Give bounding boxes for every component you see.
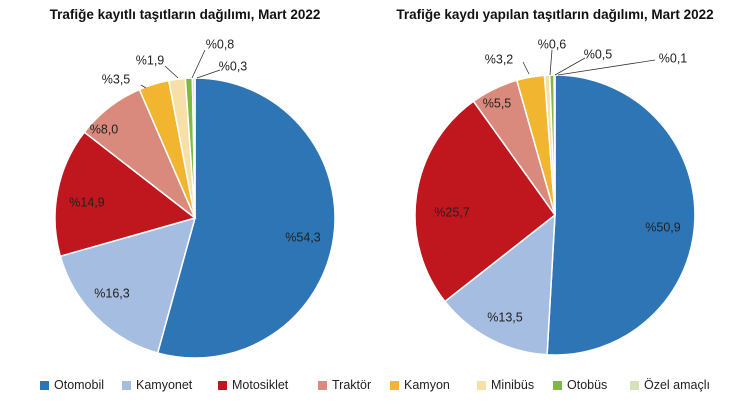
leader-line xyxy=(140,84,147,89)
pie-slice-kamyonet xyxy=(443,213,556,356)
legend-swatch xyxy=(477,380,486,390)
pie-slice-motosiklet xyxy=(54,131,197,258)
legend-item: Traktör xyxy=(318,378,371,392)
data-label: %8,0 xyxy=(90,122,119,136)
legend-label: Minibüs xyxy=(491,378,535,392)
pie-slice-kamyonet xyxy=(59,216,197,354)
data-label: %3,2 xyxy=(485,52,514,66)
pie-chart-registered: Trafiğe kayıtlı taşıtların dağılımı, Mar… xyxy=(0,0,370,372)
data-label: %0,6 xyxy=(538,37,567,51)
legend-swatch xyxy=(390,380,399,390)
pie-slice-otomobil xyxy=(156,77,336,359)
pie-slice-motosiklet xyxy=(414,100,557,303)
legend-item: Otobüs xyxy=(553,378,607,392)
legend-item: Özel amaçlı xyxy=(630,378,710,392)
data-label: %0,3 xyxy=(219,59,248,73)
data-label: %14,9 xyxy=(69,195,104,209)
legend-swatch xyxy=(40,380,49,390)
data-label: %0,8 xyxy=(206,37,235,51)
chart-title: Trafiğe kayıtlı taşıtların dağılımı, Mar… xyxy=(49,7,321,22)
data-label: %13,5 xyxy=(487,310,522,324)
leader-line xyxy=(196,69,221,79)
data-label: %25,7 xyxy=(434,205,469,219)
data-label: %0,1 xyxy=(659,51,688,65)
pie-chart-svg: %50,9 %13,5 %25,7 %5,5 %3,2 %0,6 %0,5 %0,1 xyxy=(414,37,696,356)
data-label: %1,9 xyxy=(136,53,165,67)
leader-line xyxy=(164,65,179,79)
leader-line xyxy=(557,59,656,76)
leader-line xyxy=(191,49,206,79)
chart-legend: Otomobil Kamyonet Motosiklet Traktör Kamyon M… xyxy=(0,378,740,404)
legend-swatch xyxy=(630,380,639,390)
legend-item: Motosiklet xyxy=(218,378,288,392)
leader-line xyxy=(522,61,530,75)
legend-swatch xyxy=(218,380,227,390)
legend-label: Otobüs xyxy=(567,378,608,392)
leader-line xyxy=(549,49,553,76)
data-label: %0,5 xyxy=(584,47,613,61)
legend-label: Motosiklet xyxy=(232,378,289,392)
pie-slice-otomobil xyxy=(546,74,696,356)
legend-swatch xyxy=(122,380,131,390)
legend-item: Kamyon xyxy=(390,378,450,392)
data-label: %3,5 xyxy=(102,72,131,86)
pie-slice--zel-ama-l- xyxy=(553,74,556,216)
data-label: %54,3 xyxy=(285,230,320,244)
legend-swatch xyxy=(318,380,327,390)
legend-swatch xyxy=(553,380,562,390)
legend-label: Kamyonet xyxy=(136,378,193,392)
chart-title: Trafiğe kaydı yapılan taşıtların dağılım… xyxy=(396,7,714,22)
leader-line xyxy=(554,57,586,76)
legend-label: Özel amaçlı xyxy=(644,378,710,392)
data-label: %5,5 xyxy=(483,96,512,110)
legend-item: Kamyonet xyxy=(122,378,192,392)
data-label: %16,3 xyxy=(94,286,129,300)
legend-item: Minibüs xyxy=(477,378,534,392)
pie-chart-svg: %54,3 %16,3 %14,9 %8,0 %3,5 %1,9 %0,8 %0,3 xyxy=(54,37,336,359)
pie-chart-new-registrations: Trafiğe kaydı yapılan taşıtların dağılım… xyxy=(370,0,740,372)
legend-label: Kamyon xyxy=(404,378,450,392)
data-label: %50,9 xyxy=(645,220,680,234)
legend-label: Traktör xyxy=(332,378,372,392)
legend-item: Otomobil xyxy=(40,378,104,392)
legend-label: Otomobil xyxy=(54,378,105,392)
